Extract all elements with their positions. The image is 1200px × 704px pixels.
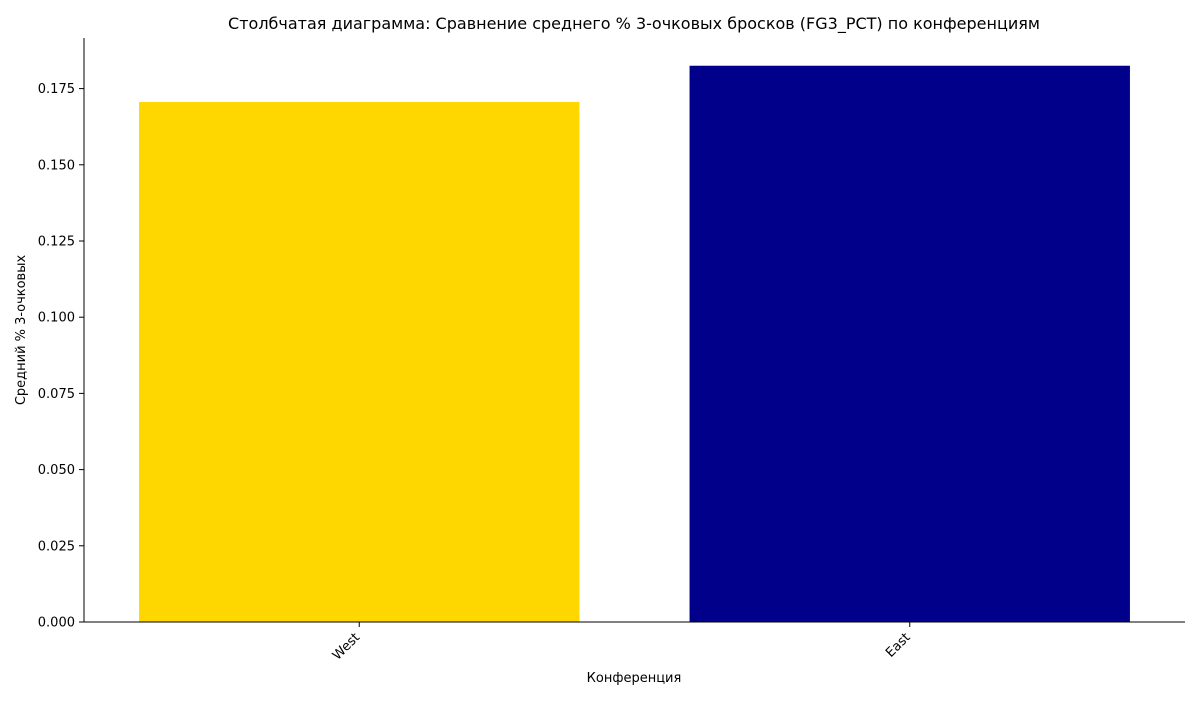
x-tick-label-east: East xyxy=(883,630,913,660)
bar-west xyxy=(139,102,580,622)
x-tick-label-west: West xyxy=(330,630,363,663)
y-axis-label: Средний % 3-очковых xyxy=(14,255,29,406)
y-tick-label: 0.050 xyxy=(38,463,75,478)
y-tick-label: 0.000 xyxy=(38,616,75,631)
bars-group xyxy=(139,65,1130,623)
y-tick-label: 0.175 xyxy=(38,82,75,97)
y-axis-ticks: 0.000 0.025 0.050 0.075 0.100 0.125 0.150 0.175 xyxy=(38,82,84,631)
bar-east xyxy=(689,65,1130,623)
y-tick-label: 0.150 xyxy=(38,158,75,173)
chart-title: Столбчатая диаграмма: Сравнение среднего… xyxy=(228,14,1040,34)
y-tick-label: 0.025 xyxy=(38,539,75,554)
y-tick-label: 0.075 xyxy=(38,387,75,402)
x-axis-label: Конференция xyxy=(587,671,682,686)
y-tick-label: 0.125 xyxy=(38,234,75,249)
x-axis-ticks: West East xyxy=(330,622,914,663)
y-tick-label: 0.100 xyxy=(38,311,75,326)
